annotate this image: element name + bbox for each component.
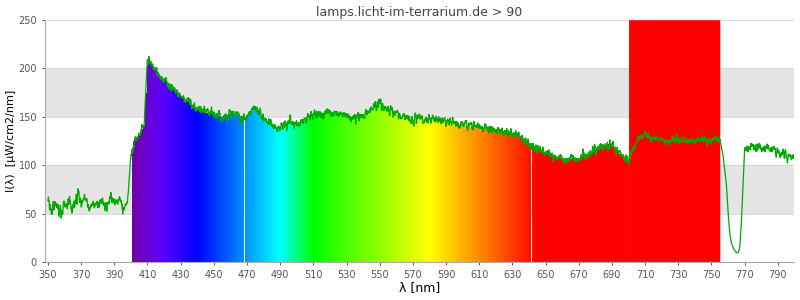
X-axis label: λ [nm]: λ [nm]	[399, 281, 440, 294]
Bar	[45, 68, 794, 117]
Y-axis label: I(λ)  [μW/cm2/nm]: I(λ) [μW/cm2/nm]	[6, 90, 15, 192]
Title: lamps.licht-im-terrarium.de > 90: lamps.licht-im-terrarium.de > 90	[316, 6, 522, 19]
Bar	[45, 165, 794, 214]
